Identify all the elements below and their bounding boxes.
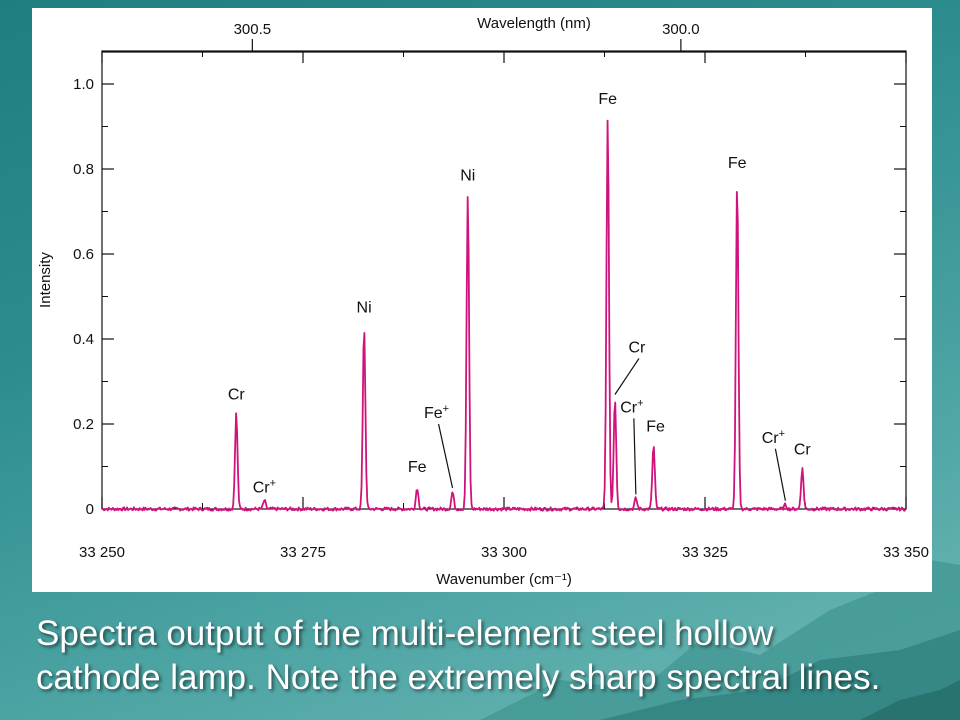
- peak-label: Cr+: [253, 478, 276, 497]
- spectrum-chart: 0 0.2 0.4 0.6 0.8 1.0 33 250 33 275 33 300 33 32…: [37, 15, 929, 588]
- peak-label: Cr: [794, 442, 812, 459]
- caption-line-2: cathode lamp. Note the extremely sharp s…: [36, 658, 881, 697]
- x-axis-label: Wavenumber (cm⁻¹): [436, 571, 572, 588]
- peak-label: Fe: [598, 91, 617, 108]
- y-tick-label: 0.6: [73, 246, 94, 263]
- y-tick-label: 0.4: [73, 331, 94, 348]
- caption-line-1: Spectra output of the multi-element stee…: [36, 614, 774, 653]
- y-tick-label: 0.8: [73, 161, 94, 178]
- peak-label: Cr: [629, 340, 647, 357]
- spectrum-figure: 0 0.2 0.4 0.6 0.8 1.0 33 250 33 275 33 300 33 32…: [32, 8, 932, 592]
- top-axis-label: Wavelength (nm): [477, 15, 591, 32]
- x-tick-label: 33 325: [682, 544, 728, 561]
- plot-border: [101, 50, 907, 510]
- peak-label: Fe: [646, 418, 665, 435]
- top-tick-label: 300.5: [234, 21, 272, 38]
- peak-leader-line: [774, 448, 786, 501]
- peak-label: Ni: [357, 299, 372, 316]
- peak-label: Cr+: [620, 397, 643, 416]
- top-tick-label: 300.0: [662, 21, 700, 38]
- peak-leader-line: [614, 358, 640, 395]
- y-tick-label: 0: [86, 501, 94, 518]
- x-tick-label: 33 300: [481, 544, 527, 561]
- peak-label: Cr: [228, 386, 246, 403]
- plot-frame: [101, 50, 907, 510]
- top-wavelength-axis: 300.5 300.0: [102, 21, 906, 53]
- peak-label: Fe: [408, 459, 427, 476]
- x-tick-label: 33 350: [883, 544, 929, 561]
- slide-caption: Spectra output of the multi-element stee…: [36, 612, 956, 700]
- spectrum-trace: [101, 119, 907, 512]
- y-tick-label: 1.0: [73, 76, 94, 93]
- peak-leader-line: [633, 418, 637, 495]
- peak-leader-line: [437, 423, 454, 489]
- peak-label: Fe+: [424, 403, 449, 422]
- peak-label: Ni: [460, 168, 475, 185]
- x-tick-label: 33 250: [79, 544, 125, 561]
- spectrum-line: [101, 119, 907, 512]
- x-axis-ticks: 33 250 33 275 33 300 33 325 33 350: [79, 51, 929, 561]
- y-tick-label: 0.2: [73, 416, 94, 433]
- y-axis-label: Intensity: [37, 252, 54, 308]
- y-axis-ticks: 0 0.2 0.4 0.6 0.8 1.0: [73, 76, 906, 518]
- x-tick-label: 33 275: [280, 544, 326, 561]
- peak-label: Cr+: [762, 428, 785, 447]
- peak-label: Fe: [728, 155, 747, 172]
